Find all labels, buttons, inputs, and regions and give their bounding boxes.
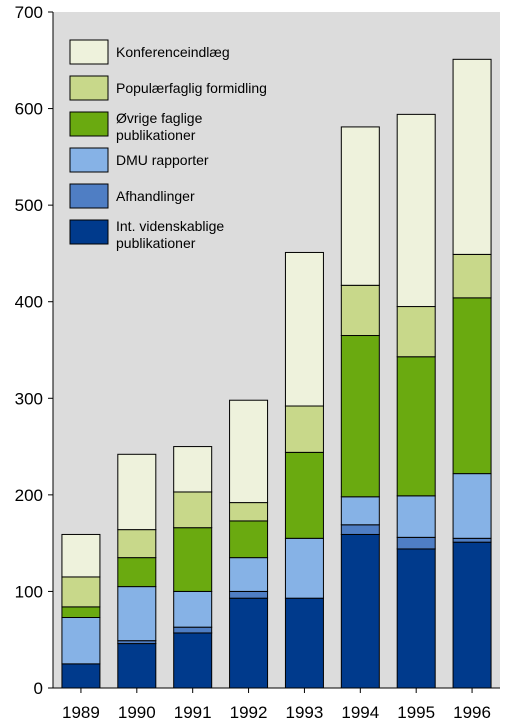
bar-segment-1992-1 (229, 597, 269, 689)
bar-segment-1990-1 (117, 643, 157, 689)
legend-swatch (69, 39, 109, 65)
bar-segment-1995-4 (396, 356, 436, 497)
y-tick-label: 0 (34, 679, 43, 698)
y-tick-label: 200 (15, 486, 43, 505)
bar-segment-1995-6 (396, 113, 436, 308)
bar-segment-1992-2 (229, 590, 269, 599)
x-tick-label: 1990 (118, 703, 156, 722)
bar-segment-1996-4 (452, 297, 492, 475)
bar-segment-1989-1 (61, 663, 101, 689)
bar-segment-1989-3 (61, 617, 101, 665)
y-tick-label: 700 (15, 3, 43, 22)
bar-segment-1989-5 (61, 576, 101, 608)
bar-segment-1994-1 (340, 533, 380, 689)
bar-segment-1995-1 (396, 548, 436, 689)
x-tick-label: 1992 (230, 703, 268, 722)
bar-segment-1995-3 (396, 495, 436, 538)
bar-segment-1992-4 (229, 520, 269, 559)
legend-swatch (69, 75, 109, 101)
y-tick-label: 300 (15, 389, 43, 408)
bar-segment-1995-2 (396, 536, 436, 550)
bar-segment-1990-6 (117, 453, 157, 531)
x-tick-label: 1994 (341, 703, 379, 722)
bar-segment-1994-4 (340, 335, 380, 498)
legend-label: Afhandlinger (116, 188, 195, 204)
bar-segment-1989-6 (61, 533, 101, 578)
bar-segment-1993-4 (284, 451, 324, 539)
legend-swatch (69, 219, 109, 245)
bar-segment-1991-4 (173, 527, 213, 592)
axes-group: 1989 1990 1991 1992 1993 1994 1995 1996 0 100 200 3… (15, 3, 500, 722)
bar-segment-1994-6 (340, 126, 380, 286)
bars-group (61, 58, 492, 689)
y-tick-label: 400 (15, 293, 43, 312)
legend-swatch (69, 147, 109, 173)
x-tick-label: 1989 (62, 703, 100, 722)
bar-segment-1996-3 (452, 473, 492, 539)
x-tick-label: 1996 (453, 703, 491, 722)
bar-segment-1996-6 (452, 58, 492, 255)
legend-swatch (69, 183, 109, 209)
bar-segment-1995-5 (396, 306, 436, 358)
x-tick-label: 1993 (286, 703, 324, 722)
bar-segment-1996-2 (452, 537, 492, 543)
bar-segment-1994-5 (340, 284, 380, 337)
bar-segment-1989-4 (61, 606, 101, 619)
bar-segment-1991-6 (173, 446, 213, 493)
bar-segment-1996-5 (452, 253, 492, 299)
legend-label: Populærfaglig formidling (116, 80, 267, 96)
legend-label: Konferenceindlæg (116, 44, 230, 60)
legend: Konferenceindlæg Populærfaglig formidling… (69, 39, 267, 251)
x-tick-label: 1991 (174, 703, 212, 722)
bar-segment-1993-5 (284, 405, 324, 453)
bar-segment-1990-4 (117, 557, 157, 588)
x-tick-label: 1995 (397, 703, 435, 722)
bar-segment-1996-1 (452, 541, 492, 689)
bar-segment-1992-3 (229, 557, 269, 592)
bar-segment-1991-5 (173, 491, 213, 529)
bar-segment-1994-3 (340, 496, 380, 526)
y-tick-label: 100 (15, 582, 43, 601)
y-tick-label: 600 (15, 100, 43, 119)
bar-segment-1991-1 (173, 632, 213, 689)
legend-label: Int. videnskablige publikationer (116, 218, 224, 251)
bar-segment-1993-3 (284, 537, 324, 599)
bar-segment-1993-6 (284, 251, 324, 407)
legend-label: Øvrige faglige publikationer (116, 110, 203, 143)
bar-segment-1990-3 (117, 586, 157, 642)
bar-segment-1993-1 (284, 597, 324, 689)
bar-segment-1994-2 (340, 524, 380, 535)
bar-segment-1990-5 (117, 529, 157, 559)
y-tick-label: 500 (15, 196, 43, 215)
legend-swatch (69, 111, 109, 137)
bar-segment-1992-5 (229, 502, 269, 522)
bar-segment-1992-6 (229, 399, 269, 504)
bar-segment-1991-2 (173, 626, 213, 634)
legend-label: DMU rapporter (116, 152, 209, 168)
bar-segment-1991-3 (173, 590, 213, 628)
